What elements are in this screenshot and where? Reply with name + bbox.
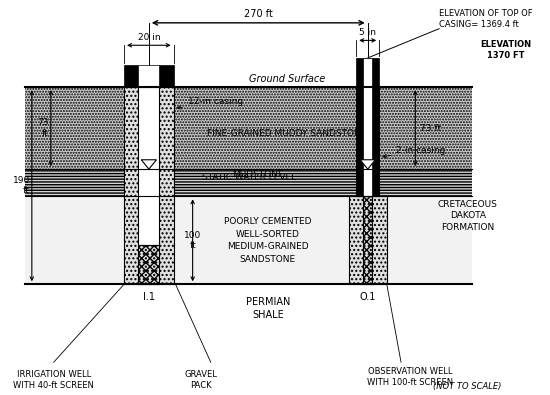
Bar <box>363 196 372 284</box>
Text: I.1: I.1 <box>143 292 155 302</box>
Text: ELEVATION
1370 FT: ELEVATION 1370 FT <box>480 40 531 60</box>
Bar <box>356 58 379 87</box>
Text: 5 in: 5 in <box>359 28 376 38</box>
Text: FINE-GRAINED MUDDY SANDSTONE: FINE-GRAINED MUDDY SANDSTONE <box>207 128 366 137</box>
Bar <box>363 58 372 87</box>
Text: CRETACEOUS
DAKOTA
FORMATION: CRETACEOUS DAKOTA FORMATION <box>438 199 498 232</box>
Text: 20 in: 20 in <box>138 33 160 42</box>
Polygon shape <box>360 160 375 169</box>
Text: 190
ft: 190 ft <box>13 176 30 196</box>
Text: STATIC WATER LEVEL: STATIC WATER LEVEL <box>202 173 296 182</box>
Text: (NOT TO SCALE): (NOT TO SCALE) <box>433 382 502 391</box>
Bar <box>25 196 472 284</box>
Text: ELEVATION OF TOP OF
CASING= 1369.4 ft: ELEVATION OF TOP OF CASING= 1369.4 ft <box>439 9 533 28</box>
Polygon shape <box>141 160 157 169</box>
Text: 100
ft: 100 ft <box>184 231 201 250</box>
Text: GRAVEL
PACK: GRAVEL PACK <box>185 370 218 390</box>
Bar <box>356 87 379 196</box>
Bar <box>139 245 159 284</box>
Text: 270 ft: 270 ft <box>244 9 273 19</box>
Text: 73
ft: 73 ft <box>37 118 49 138</box>
Bar <box>25 169 472 196</box>
Bar <box>124 65 139 87</box>
Text: 12-in casing: 12-in casing <box>177 97 243 109</box>
Text: OBSERVATION WELL
WITH 100-ft SCREEN: OBSERVATION WELL WITH 100-ft SCREEN <box>367 367 454 387</box>
Bar <box>25 169 472 196</box>
Bar <box>25 87 472 169</box>
Bar <box>139 65 159 87</box>
Text: 73 ft: 73 ft <box>420 124 441 133</box>
Text: MUDSTONE: MUDSTONE <box>233 171 284 179</box>
Text: 2-in casing: 2-in casing <box>383 145 446 158</box>
Bar <box>363 87 372 196</box>
Bar <box>25 87 472 169</box>
Bar <box>139 87 159 245</box>
Text: PERMIAN
SHALE: PERMIAN SHALE <box>246 297 290 320</box>
Bar <box>124 87 174 284</box>
Bar <box>160 65 174 87</box>
Text: POORLY CEMENTED
WELL-SORTED
MEDIUM-GRAINED
SANDSTONE: POORLY CEMENTED WELL-SORTED MEDIUM-GRAIN… <box>224 217 311 263</box>
Text: IRRIGATION WELL
WITH 40-ft SCREEN: IRRIGATION WELL WITH 40-ft SCREEN <box>13 370 94 390</box>
Bar <box>349 196 387 284</box>
Text: O.1: O.1 <box>360 292 376 302</box>
Text: Ground Surface: Ground Surface <box>249 74 325 84</box>
